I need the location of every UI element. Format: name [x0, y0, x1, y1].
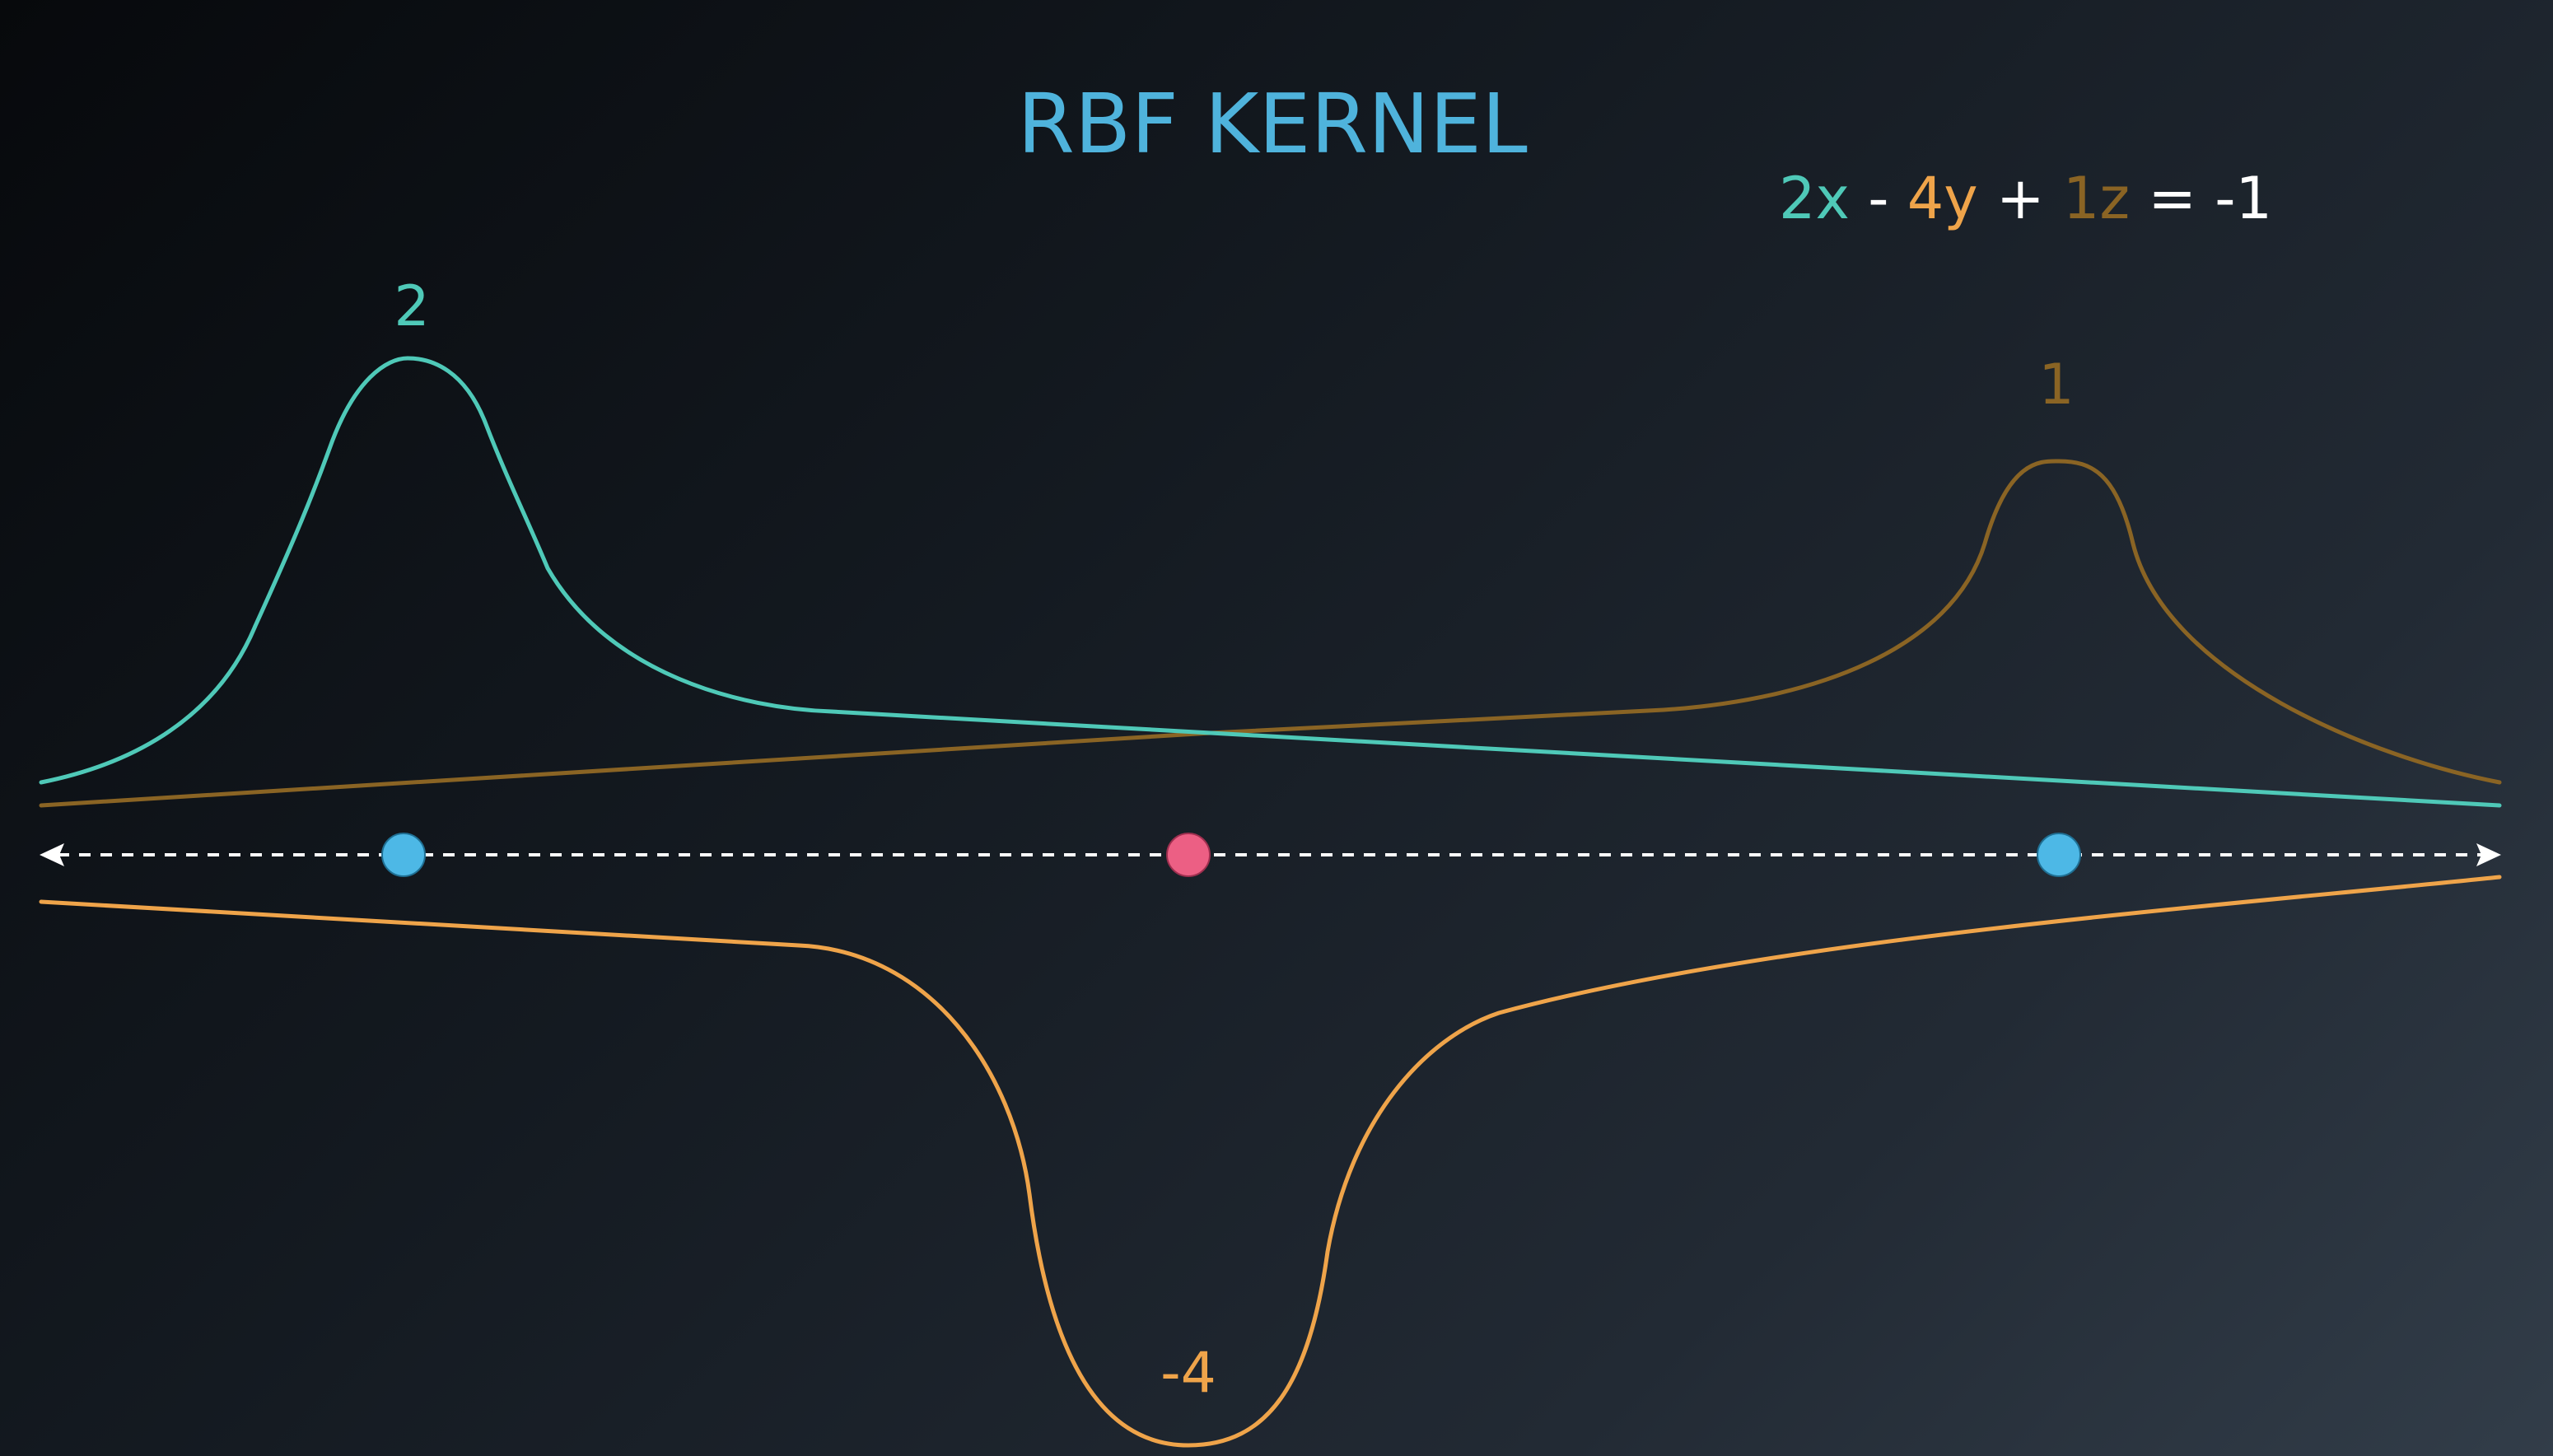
- peak-label-left: 2: [394, 274, 429, 339]
- equation-rhs: = -1: [2130, 165, 2272, 232]
- axis-arrow-right: [2476, 843, 2501, 866]
- peak-label-right: 1: [2038, 352, 2074, 418]
- title: RBF KERNEL: [1017, 76, 1528, 172]
- equation-operator-minus: -: [1850, 165, 1907, 232]
- point-middle: [1166, 833, 1211, 877]
- equation-term-y: 4y: [1907, 165, 1978, 232]
- rbf-curve-middle: [39, 875, 2502, 1448]
- peak-label-middle: -4: [1160, 1341, 1216, 1406]
- axis-arrow-left: [40, 843, 64, 866]
- rbf-curve-left: [39, 356, 2502, 808]
- rbf-curve-right: [39, 459, 2502, 808]
- equation-term-x: 2x: [1779, 165, 1850, 232]
- equation: 2x - 4y + 1z = -1: [1779, 165, 2272, 232]
- equation-operator-plus: +: [1978, 165, 2063, 232]
- point-left: [381, 833, 426, 877]
- equation-term-z: 1z: [2063, 165, 2130, 232]
- point-right: [2037, 833, 2081, 877]
